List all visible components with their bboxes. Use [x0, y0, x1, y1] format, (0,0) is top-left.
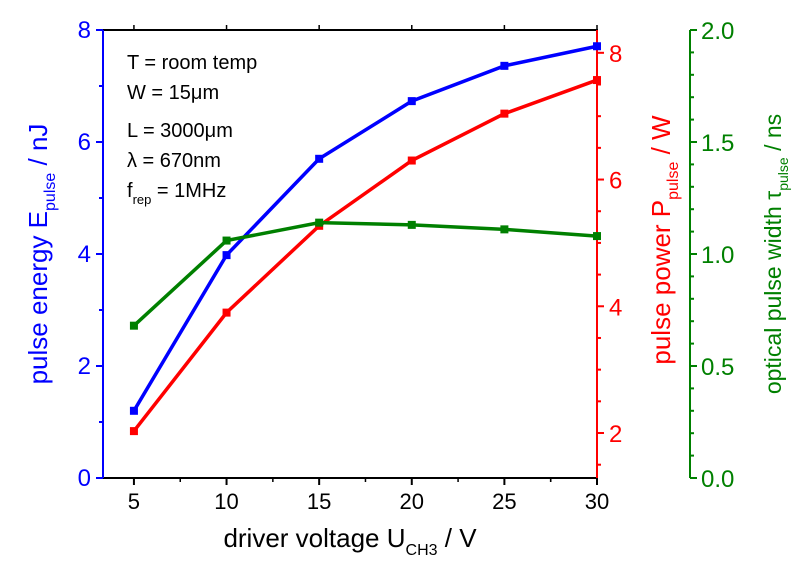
x-tick-label: 20 [400, 489, 424, 514]
x-tick-label: 30 [585, 489, 609, 514]
data-point-left [315, 154, 324, 163]
right2-tick-label: 2.0 [701, 18, 734, 45]
right2-tick-label: 1.0 [701, 242, 734, 269]
x-axis-label: driver voltage UCH3 / V [223, 523, 477, 559]
data-point-right2 [222, 236, 231, 245]
data-point-right2 [315, 218, 324, 227]
annotation-wavelength: λ = 670nm [127, 150, 221, 172]
right2-tick-label: 1.5 [701, 130, 734, 157]
data-point-left [407, 97, 416, 106]
right1-tick-label: 2 [609, 421, 622, 448]
left-tick-label: 2 [78, 353, 91, 380]
left-tick-label: 6 [78, 129, 91, 156]
series-line-right1 [132, 78, 598, 433]
series-line-right2 [132, 220, 598, 327]
annotation-length: L = 3000μm [127, 120, 233, 142]
x-tick-label: 25 [492, 489, 516, 514]
data-point-right1 [222, 308, 231, 317]
annotation-temp: T = room temp [127, 52, 257, 74]
series-line-left [132, 44, 598, 412]
left-tick-label: 4 [78, 241, 91, 268]
x-tick-label: 10 [214, 489, 238, 514]
right1-tick-label: 8 [609, 41, 622, 68]
left-tick-label: 8 [78, 17, 91, 44]
data-point-right1 [129, 427, 138, 436]
data-point-right2 [129, 321, 138, 330]
data-point-left [129, 406, 138, 415]
annotation-rep-rate: frep = 1MHz [127, 180, 226, 207]
data-point-right2 [500, 225, 509, 234]
data-point-right2 [407, 220, 416, 229]
data-point-right1 [500, 109, 509, 118]
right1-tick-label: 6 [609, 168, 622, 195]
data-point-left [222, 251, 231, 260]
x-tick-label: 5 [128, 489, 140, 514]
left-axis-label: pulse energy Epulse / nJ [23, 124, 59, 385]
data-point-right2 [593, 232, 601, 241]
right1-tick-label: 4 [609, 294, 622, 321]
right1-axis-label: pulse power Ppulse / W [646, 115, 682, 365]
data-point-left [500, 61, 509, 70]
data-point-left [593, 42, 601, 51]
annotation-width: W = 15μm [127, 82, 219, 104]
right2-tick-label: 0.0 [701, 466, 734, 493]
x-tick-label: 15 [307, 489, 331, 514]
left-tick-label: 0 [78, 465, 91, 492]
data-point-right1 [593, 76, 601, 85]
data-point-right1 [407, 156, 416, 165]
right2-axis-label: optical pulse width τpulse / ns [760, 114, 791, 394]
right2-tick-label: 0.5 [701, 354, 734, 381]
